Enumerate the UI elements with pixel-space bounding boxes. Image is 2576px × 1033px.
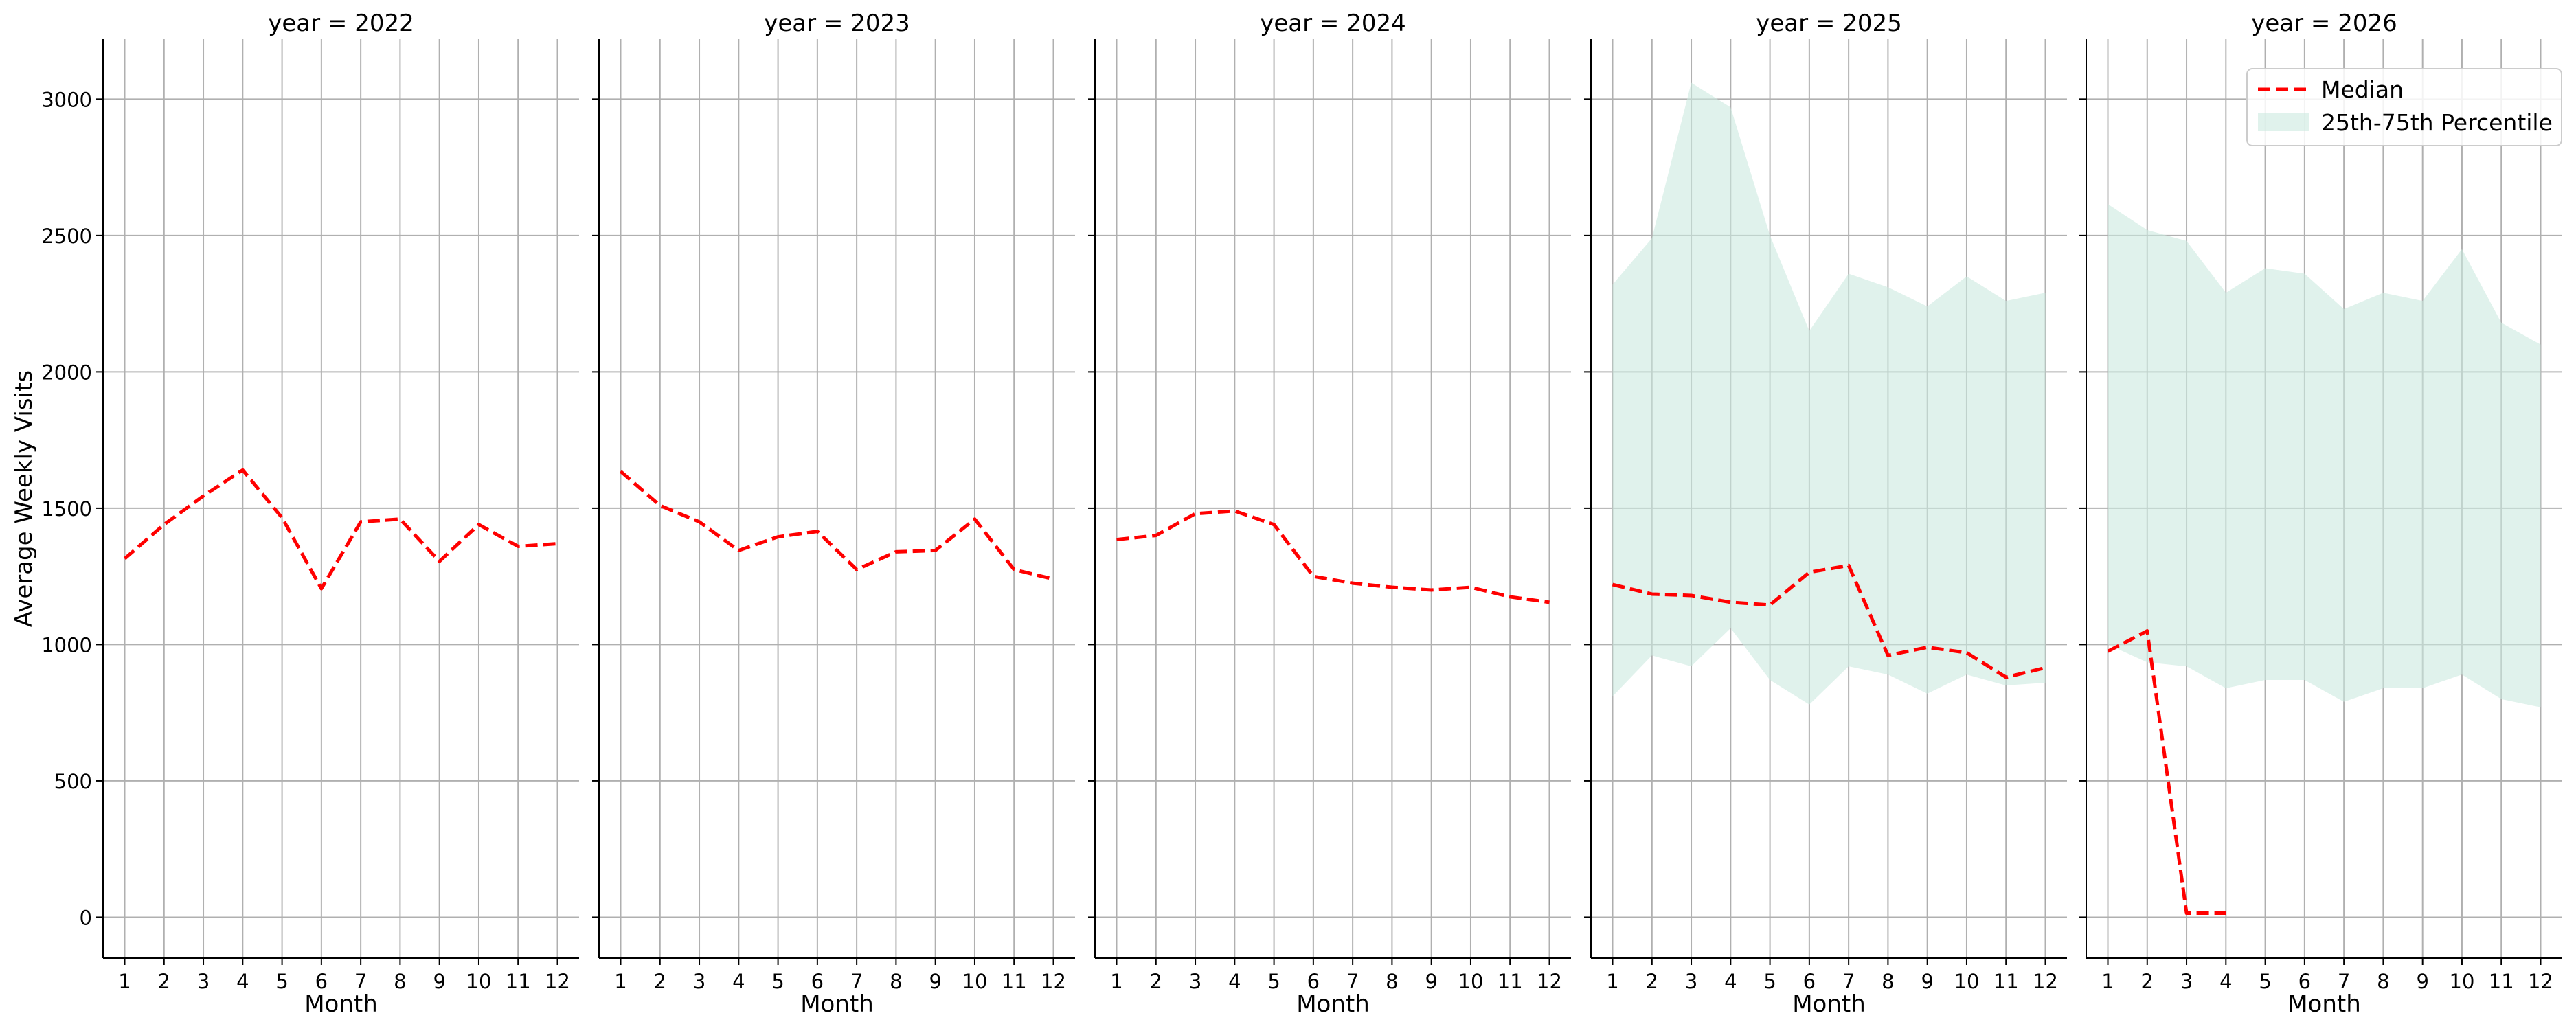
x-tick-label: 8 bbox=[1386, 970, 1398, 993]
x-tick-label: 11 bbox=[506, 970, 531, 993]
x-tick-label: 10 bbox=[962, 970, 988, 993]
y-tick-label: 1000 bbox=[41, 633, 92, 657]
x-tick-label: 1 bbox=[2101, 970, 2114, 993]
legend-box bbox=[2246, 68, 2562, 146]
x-tick-label: 8 bbox=[2377, 970, 2389, 993]
x-tick-label: 11 bbox=[2489, 970, 2514, 993]
panel-title: year = 2026 bbox=[2251, 10, 2397, 37]
panel-title: year = 2022 bbox=[268, 10, 414, 37]
x-tick-label: 9 bbox=[2416, 970, 2428, 993]
x-tick-label: 12 bbox=[545, 970, 570, 993]
y-tick-label: 0 bbox=[80, 906, 92, 929]
x-tick-label: 4 bbox=[732, 970, 745, 993]
x-tick-label: 2 bbox=[2141, 970, 2154, 993]
x-tick-label: 1 bbox=[614, 970, 626, 993]
x-axis-label: Month bbox=[304, 990, 378, 1018]
y-tick-label: 2000 bbox=[41, 361, 92, 384]
x-tick-label: 12 bbox=[2528, 970, 2553, 993]
x-axis-label: Month bbox=[800, 990, 874, 1018]
x-axis-label: Month bbox=[2287, 990, 2361, 1018]
x-tick-label: 11 bbox=[1002, 970, 1027, 993]
x-tick-label: 8 bbox=[394, 970, 406, 993]
x-axis-label: Month bbox=[1296, 990, 1370, 1018]
x-tick-label: 9 bbox=[433, 970, 445, 993]
legend-swatch-band bbox=[2258, 113, 2309, 131]
x-tick-label: 9 bbox=[1921, 970, 1933, 993]
x-tick-label: 5 bbox=[275, 970, 288, 993]
percentile-band bbox=[1612, 82, 2046, 705]
x-tick-label: 3 bbox=[693, 970, 705, 993]
x-tick-label: 3 bbox=[2180, 970, 2193, 993]
x-tick-label: 10 bbox=[466, 970, 492, 993]
x-tick-label: 12 bbox=[1041, 970, 1066, 993]
x-tick-label: 12 bbox=[1537, 970, 1562, 993]
x-tick-label: 10 bbox=[1954, 970, 1980, 993]
x-tick-label: 5 bbox=[1763, 970, 1776, 993]
x-tick-label: 7 bbox=[1842, 970, 1855, 993]
x-tick-label: 2 bbox=[654, 970, 666, 993]
x-tick-label: 2 bbox=[1646, 970, 1658, 993]
x-tick-label: 7 bbox=[1346, 970, 1359, 993]
legend-label: 25th-75th Percentile bbox=[2321, 109, 2553, 136]
median-line bbox=[619, 470, 1054, 581]
x-tick-label: 1 bbox=[1110, 970, 1122, 993]
median-line bbox=[1116, 509, 1550, 604]
panel-title: year = 2024 bbox=[1260, 10, 1405, 37]
x-tick-label: 6 bbox=[811, 970, 824, 993]
x-tick-label: 2 bbox=[158, 970, 170, 993]
x-tick-label: 5 bbox=[2259, 970, 2271, 993]
y-axis-label: Average Weekly Visits bbox=[10, 370, 38, 627]
x-tick-label: 6 bbox=[315, 970, 328, 993]
x-tick-label: 9 bbox=[1425, 970, 1437, 993]
x-tick-label: 1 bbox=[1606, 970, 1618, 993]
x-tick-label: 11 bbox=[1993, 970, 2019, 993]
x-tick-label: 8 bbox=[890, 970, 902, 993]
panel-title: year = 2025 bbox=[1756, 10, 1901, 37]
x-tick-label: 6 bbox=[2298, 970, 2311, 993]
median-line bbox=[2107, 629, 2226, 915]
x-tick-label: 5 bbox=[1267, 970, 1280, 993]
median-line bbox=[1612, 563, 2046, 679]
x-tick-label: 3 bbox=[1685, 970, 1697, 993]
x-tick-label: 6 bbox=[1803, 970, 1816, 993]
legend-label: Median bbox=[2321, 76, 2404, 103]
x-tick-label: 3 bbox=[197, 970, 210, 993]
x-tick-label: 4 bbox=[1228, 970, 1241, 993]
x-tick-label: 4 bbox=[236, 970, 249, 993]
x-tick-label: 10 bbox=[2450, 970, 2475, 993]
panel-title: year = 2023 bbox=[764, 10, 909, 37]
x-tick-label: 4 bbox=[1724, 970, 1737, 993]
x-tick-label: 7 bbox=[354, 970, 367, 993]
median-line bbox=[123, 468, 558, 591]
x-tick-label: 5 bbox=[771, 970, 784, 993]
x-tick-label: 10 bbox=[1458, 970, 1484, 993]
y-tick-label: 500 bbox=[54, 770, 92, 793]
x-tick-label: 7 bbox=[2338, 970, 2350, 993]
x-tick-label: 9 bbox=[929, 970, 941, 993]
x-tick-label: 12 bbox=[2033, 970, 2058, 993]
x-axis-label: Month bbox=[1792, 990, 1866, 1018]
y-tick-label: 2500 bbox=[41, 225, 92, 248]
x-tick-label: 3 bbox=[1189, 970, 1201, 993]
x-tick-label: 2 bbox=[1150, 970, 1162, 993]
x-tick-label: 1 bbox=[118, 970, 131, 993]
x-tick-label: 7 bbox=[850, 970, 863, 993]
y-tick-label: 1500 bbox=[41, 497, 92, 521]
percentile-band bbox=[2108, 204, 2541, 707]
y-tick-label: 3000 bbox=[41, 88, 92, 111]
x-tick-label: 4 bbox=[2219, 970, 2232, 993]
x-tick-label: 6 bbox=[1307, 970, 1320, 993]
x-tick-label: 8 bbox=[1882, 970, 1894, 993]
x-tick-label: 11 bbox=[1498, 970, 1523, 993]
